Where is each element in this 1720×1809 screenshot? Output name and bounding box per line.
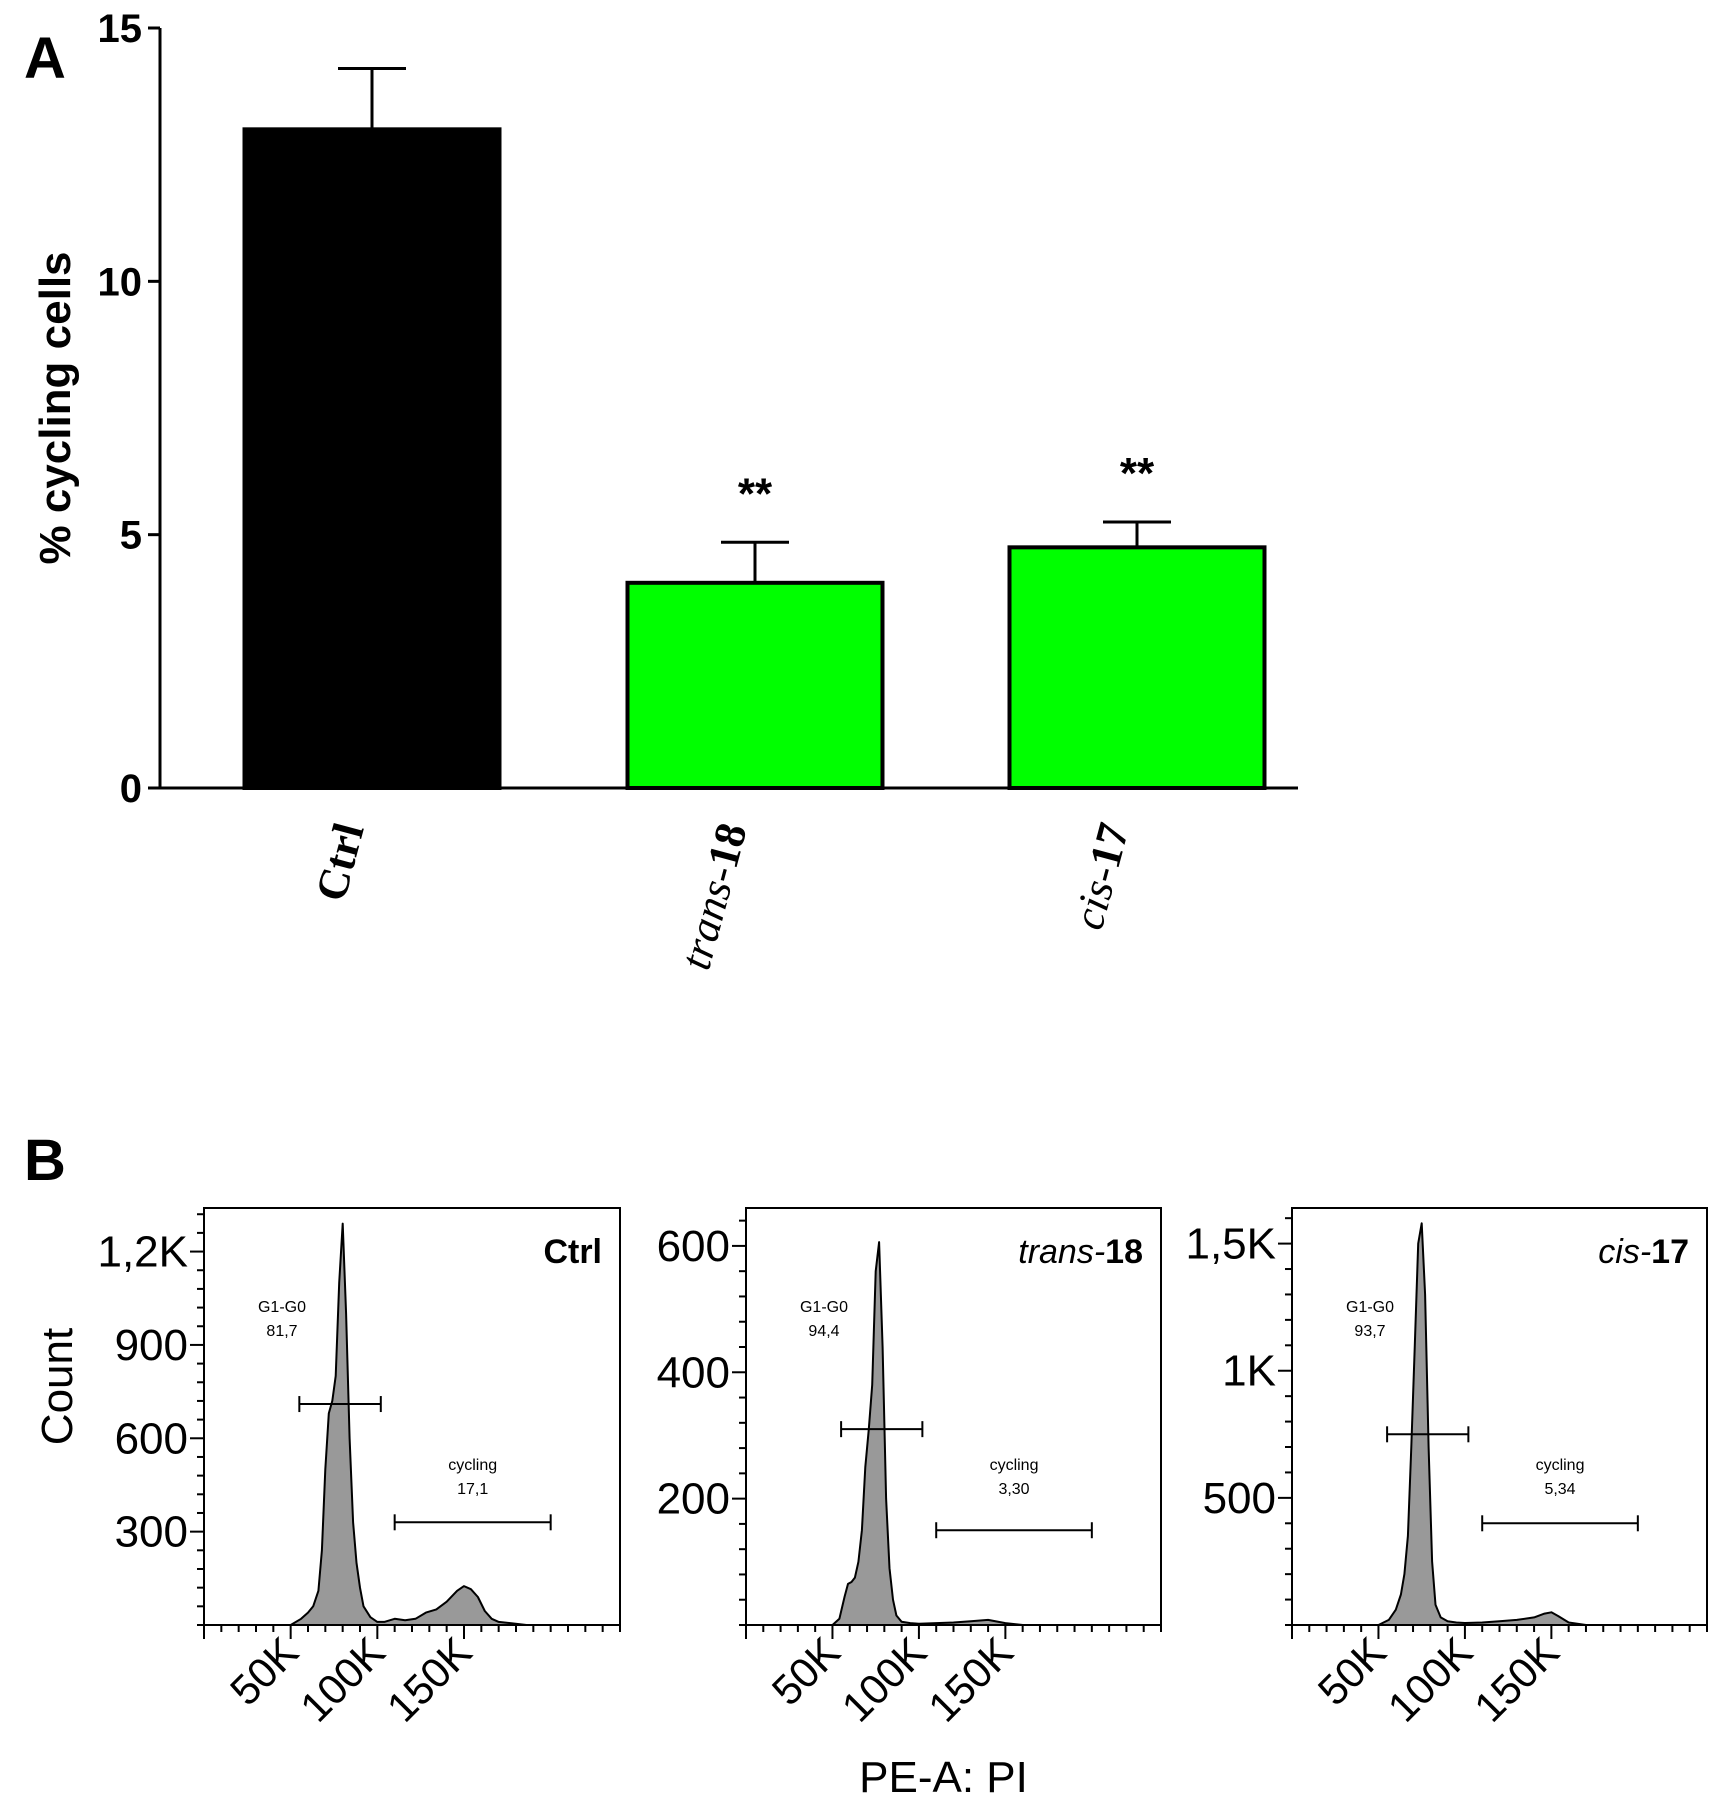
y-tick-label: 600 (115, 1414, 188, 1463)
y-tick-label: 15 (98, 7, 143, 51)
bar-3 (1007, 545, 1267, 790)
x-axis-title: PE-A: PI (859, 1753, 1028, 1802)
gate-name-label: G1-G0 (800, 1299, 848, 1316)
x-tick-label: 100K (291, 1628, 394, 1731)
histogram-panel-3: 5001K1,5K50K100K150KG1-G093,7cycling5,34… (1185, 1207, 1708, 1731)
bar-chart-cycling-cells: 0 5 10 15 % cycling cells Ctrl ** trans-18 ** cis… (31, 7, 1298, 975)
panel-a-label: A (24, 26, 66, 91)
y-tick-label: 300 (115, 1508, 188, 1557)
category-prefix: trans- (671, 860, 746, 974)
gate-percent-label: 93,7 (1354, 1323, 1385, 1340)
category-label-2: trans-18 (671, 818, 757, 975)
histogram-panel-1: 3006009001,2K50K100K150KG1-G081,7cycling… (33, 1207, 621, 1731)
y-tick-label: 900 (115, 1321, 188, 1370)
y-axis-title: Count (33, 1328, 82, 1445)
y-tick-label: 200 (657, 1475, 730, 1524)
histogram-title: trans-18 (1018, 1233, 1143, 1271)
x-tick-label: 100K (1379, 1628, 1482, 1731)
y-tick-label: 600 (657, 1222, 730, 1271)
y-tick-label: 10 (98, 260, 143, 304)
title-number: Ctrl (543, 1233, 602, 1271)
gate-percent-label: 81,7 (266, 1323, 297, 1340)
gate-percent-label: 17,1 (457, 1481, 488, 1498)
y-tick-label: 400 (657, 1348, 730, 1397)
significance-marker-3: ** (1120, 449, 1155, 498)
gate-name-label: G1-G0 (258, 1299, 306, 1316)
significance-marker-2: ** (738, 469, 773, 518)
bar-1 (242, 127, 502, 791)
y-tick-label: 5 (120, 514, 142, 558)
gate-percent-label: 5,34 (1544, 1481, 1575, 1498)
title-prefix: cis- (1598, 1233, 1651, 1271)
y-tick-label: 500 (1203, 1474, 1276, 1523)
histogram-title: cis-17 (1598, 1233, 1689, 1271)
gate-percent-label: 3,30 (998, 1481, 1029, 1498)
histogram-area (831, 1241, 1024, 1626)
flow-histograms: 3006009001,2K50K100K150KG1-G081,7cycling… (33, 1207, 1708, 1802)
plot-frame (203, 1207, 621, 1626)
histogram-area (1377, 1222, 1587, 1626)
y-tick-label: 0 (120, 767, 142, 811)
y-tick-label: 1,5K (1185, 1220, 1276, 1269)
title-number: 18 (1105, 1233, 1143, 1271)
panel-b-label: B (24, 1128, 66, 1193)
y-tick-label: 1K (1222, 1347, 1276, 1396)
x-tick-label: 150K (1465, 1628, 1568, 1731)
bar-2 (625, 580, 885, 790)
gate-name-label: G1-G0 (1346, 1299, 1394, 1316)
y-axis-title: % cycling cells (31, 251, 80, 564)
gate-name-label: cycling (448, 1457, 497, 1474)
category-label-1: Ctrl (306, 818, 374, 906)
x-tick-label: 150K (378, 1628, 481, 1731)
histogram-area (289, 1222, 545, 1626)
gate-percent-label: 94,4 (808, 1323, 839, 1340)
y-tick-label: 1,2K (97, 1228, 188, 1277)
histogram-title: Ctrl (543, 1233, 602, 1271)
plot-frame (1291, 1207, 1708, 1626)
gate-name-label: cycling (1536, 1457, 1585, 1474)
x-tick-label: 100K (833, 1628, 936, 1731)
x-tick-label: 150K (919, 1628, 1022, 1731)
plot-frame (745, 1207, 1162, 1626)
category-label-3: cis-17 (1063, 818, 1138, 935)
histogram-panel-2: 20040060050K100K150KG1-G094,4cycling3,30… (657, 1207, 1162, 1802)
title-number: 17 (1651, 1233, 1689, 1271)
gate-name-label: cycling (990, 1457, 1039, 1474)
title-prefix: trans- (1018, 1233, 1105, 1271)
